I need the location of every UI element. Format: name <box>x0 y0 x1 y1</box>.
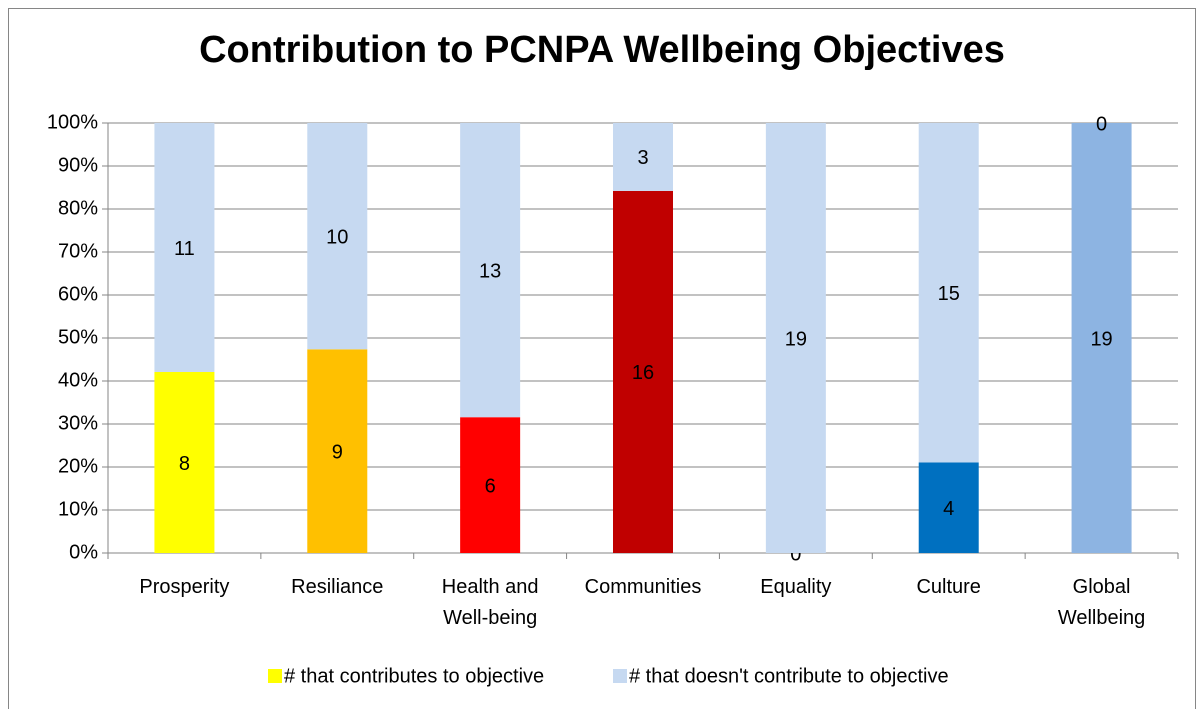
chart-title: Contribution to PCNPA Wellbeing Objectiv… <box>199 29 1005 71</box>
y-tick-label: 50% <box>58 326 98 348</box>
legend-swatch <box>268 669 282 683</box>
bar-segment <box>1071 123 1132 553</box>
bar-segment <box>307 349 368 553</box>
data-label: 19 <box>1090 328 1112 350</box>
y-tick-label: 20% <box>58 455 98 477</box>
data-label: 6 <box>485 475 496 497</box>
bar-segment <box>765 123 826 553</box>
data-label: 13 <box>479 260 501 282</box>
y-tick-label: 90% <box>58 154 98 176</box>
legend-label: # that doesn't contribute to objective <box>629 665 949 687</box>
x-tick-label: Health and Well-being <box>441 576 539 629</box>
y-tick-label: 10% <box>58 498 98 520</box>
y-tick-label: 40% <box>58 369 98 391</box>
bar-segment <box>154 123 215 372</box>
bar-segment <box>154 371 215 553</box>
bar-segment <box>918 123 979 463</box>
x-tick-label: Resiliance <box>291 576 384 598</box>
x-tick-label: Communities <box>584 576 702 598</box>
y-tick-label: 70% <box>58 240 98 262</box>
bar-segment <box>307 123 368 350</box>
data-label: 11 <box>174 238 195 260</box>
data-label: 3 <box>637 147 648 169</box>
bar-segment <box>460 123 521 418</box>
data-label: 0 <box>790 543 801 565</box>
data-label: 16 <box>632 362 654 384</box>
data-label: 0 <box>1096 113 1107 135</box>
data-label: 9 <box>332 441 343 463</box>
data-label: 10 <box>326 226 348 248</box>
bar-segment <box>613 190 673 554</box>
data-label: 8 <box>179 453 190 475</box>
x-tick-label: Equality <box>760 576 832 598</box>
y-tick-label: 30% <box>58 412 98 434</box>
bar-segment <box>918 462 979 553</box>
y-tick-label: 100% <box>47 111 98 133</box>
bar-segment <box>613 123 673 191</box>
x-tick-label: Prosperity <box>139 576 230 598</box>
legend-swatch <box>613 669 627 683</box>
x-tick-label: Global Wellbeing <box>1057 576 1146 629</box>
y-tick-label: 0% <box>69 541 98 563</box>
data-label: 15 <box>938 283 960 305</box>
x-tick-label: Culture <box>916 576 981 598</box>
legend-label: # that contributes to objective <box>284 665 544 687</box>
y-tick-label: 80% <box>58 197 98 219</box>
data-label: 4 <box>943 498 954 520</box>
y-tick-label: 60% <box>58 283 98 305</box>
bar-segment <box>460 417 521 553</box>
data-label: 19 <box>785 328 807 350</box>
